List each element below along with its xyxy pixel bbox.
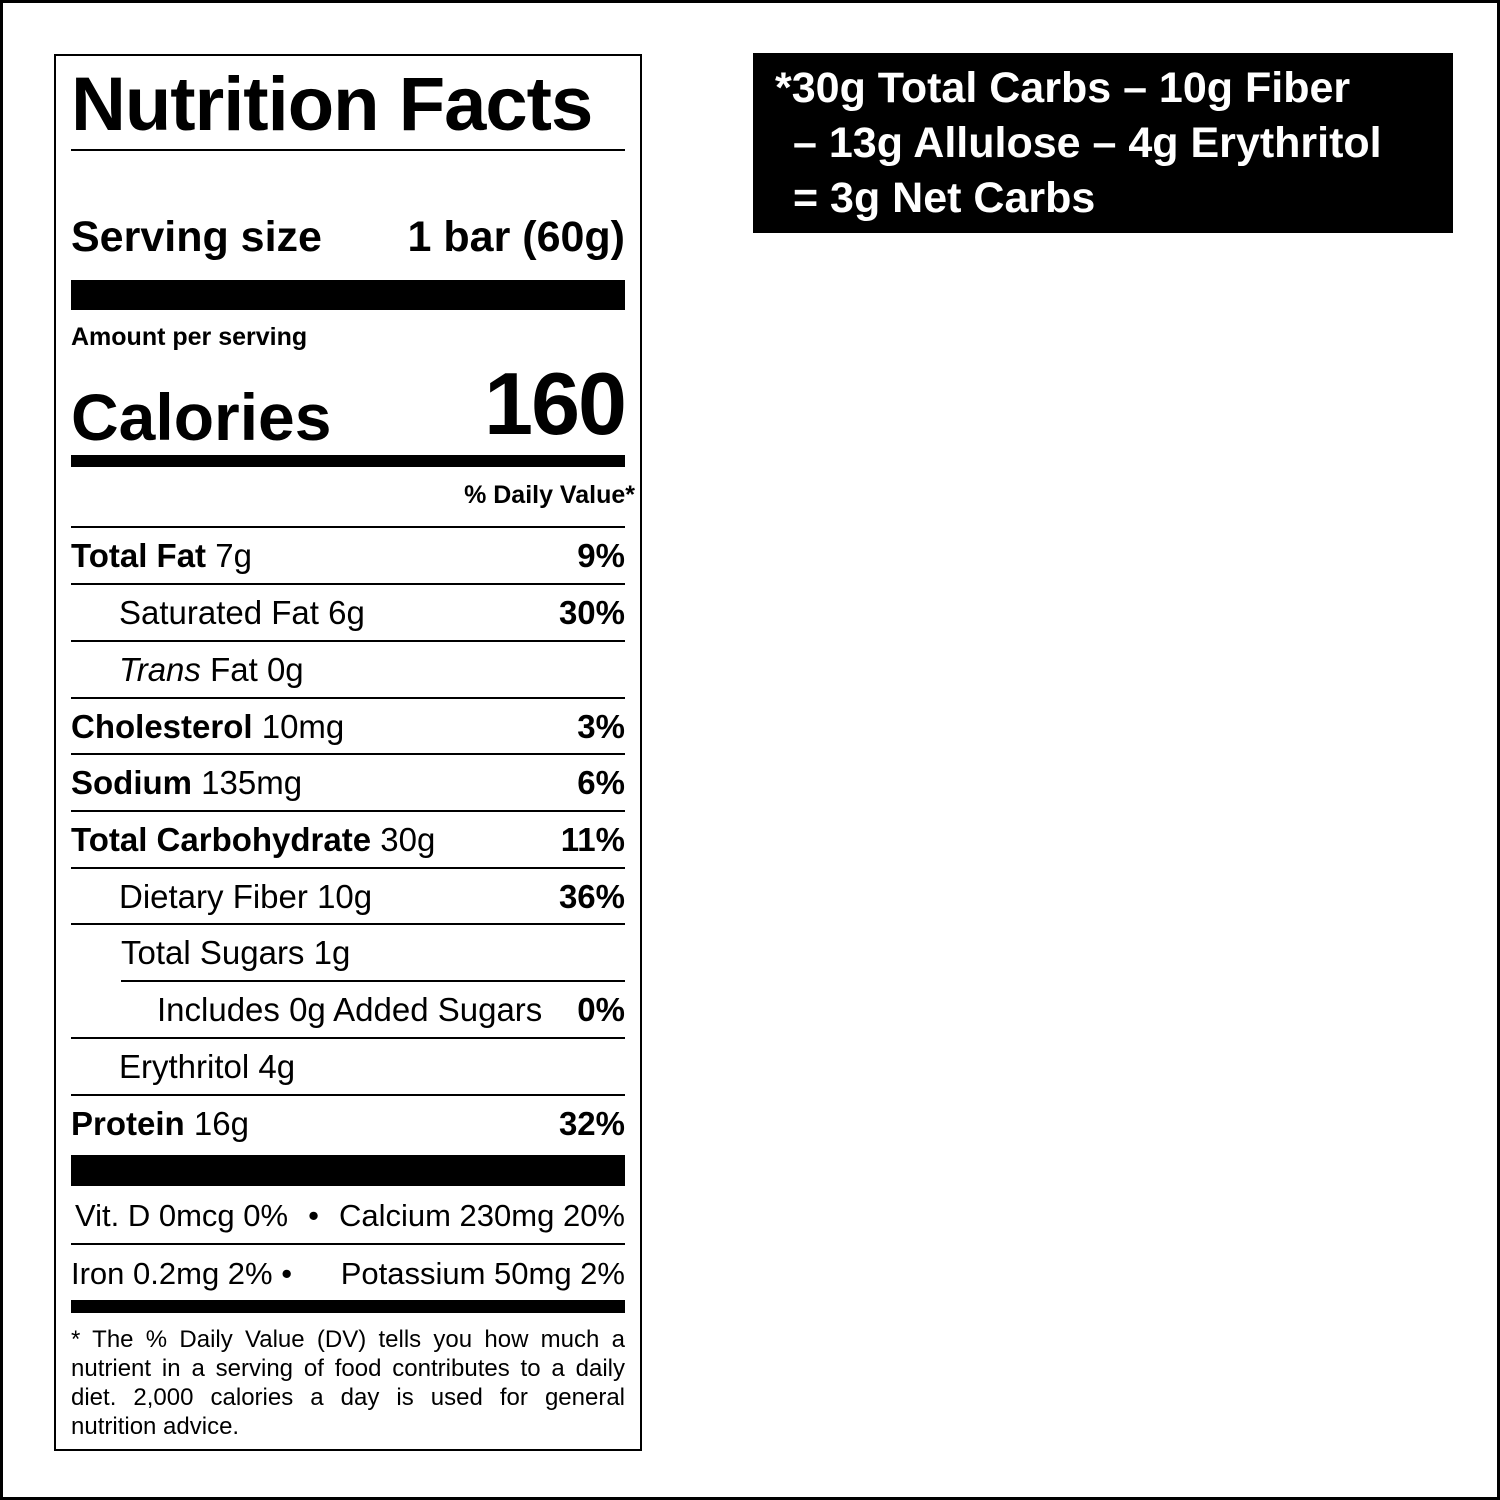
net-carbs-line: *30g Total Carbs – 10g Fiber: [775, 64, 1351, 112]
nutrient-amount: 135mg: [201, 764, 303, 801]
iron: Iron 0.2mg 2%: [71, 1256, 273, 1291]
net-carbs-line: – 13g Allulose – 4g Erythritol: [793, 119, 1382, 167]
divider: [71, 640, 625, 642]
nutrient-dv: 36%: [558, 878, 625, 915]
divider: [71, 923, 625, 925]
nutrient-amount: 4g: [258, 1048, 296, 1085]
amount-per-serving: Amount per serving: [71, 323, 308, 351]
vitamin-row: Iron 0.2mg 2% • Potassium 50mg 2%: [71, 1246, 625, 1302]
nutrition-facts-panel: [54, 54, 642, 1451]
daily-value-header: % Daily Value*: [464, 481, 635, 509]
divider: [71, 149, 625, 151]
thick-bar: [71, 1300, 625, 1313]
nutrient-row-sodium: Sodium 135mg 6%: [71, 755, 625, 811]
nutrient-dv: 9%: [577, 537, 625, 574]
calories-value: 160: [484, 354, 627, 453]
nutrient-dv: 30%: [558, 594, 625, 631]
calories-label: Calories: [71, 380, 332, 454]
nutrient-name: Dietary Fiber: [119, 878, 308, 915]
nutrient-amount: 7g: [215, 537, 252, 574]
nutrient-name: Total Fat: [71, 537, 207, 574]
net-carbs-result: = 3g Net Carbs: [793, 174, 1096, 222]
nutrient-amount: 10g: [317, 878, 373, 915]
divider: [71, 526, 625, 528]
vitamin-row: Vit. D 0mcg 0% • Calcium 230mg 20%: [75, 1188, 625, 1244]
serving-size: Serving size 1 bar (60g): [71, 213, 625, 262]
nutrient-name-suffix: Fat: [210, 651, 258, 688]
nutrient-name: Sodium: [71, 764, 192, 801]
nutrient-row-total-sugars: Total Sugars 1g: [121, 925, 625, 981]
divider: [71, 1094, 625, 1096]
potassium: Potassium 50mg 2%: [340, 1256, 625, 1291]
divider: [71, 583, 625, 585]
nutrient-row-saturated-fat: Saturated Fat 6g 30%: [119, 585, 625, 641]
nutrient-name: Protein: [71, 1105, 185, 1142]
serving-size-label: Serving size: [71, 213, 322, 261]
nutrient-row-total-carbohydrate: Total Carbohydrate 30g 11%: [71, 812, 625, 868]
bullet: •: [281, 1256, 293, 1291]
nutrient-row-erythritol: Erythritol 4g: [119, 1039, 625, 1095]
nutrient-amount: 16g: [193, 1105, 249, 1142]
nutrient-dv: 6%: [577, 764, 625, 801]
nutrient-dv: 32%: [558, 1105, 625, 1142]
nutrient-name: Trans: [119, 651, 201, 688]
net-carbs-box: *30g Total Carbs – 10g Fiber – 13g Allul…: [753, 53, 1453, 233]
nutrient-name: Includes 0g Added Sugars: [157, 991, 543, 1028]
nutrient-name: Erythritol: [119, 1048, 250, 1085]
nutrient-row-total-fat: Total Fat 7g 9%: [71, 528, 625, 584]
divider: [71, 697, 625, 699]
divider: [71, 867, 625, 869]
divider: [71, 810, 625, 812]
nutrient-name: Saturated Fat: [119, 594, 319, 631]
nutrient-row-protein: Protein 16g 32%: [71, 1096, 625, 1152]
thick-bar: [71, 455, 625, 467]
nutrient-row-added-sugars: Includes 0g Added Sugars 0%: [157, 982, 625, 1038]
nutrient-amount: 6g: [328, 594, 365, 631]
thick-bar: [71, 280, 625, 310]
nutrient-amount: 0g: [266, 651, 304, 688]
divider: [71, 1243, 625, 1245]
nutrient-row-dietary-fiber: Dietary Fiber 10g 36%: [119, 869, 625, 925]
divider: [71, 1037, 625, 1039]
nutrient-dv: 0%: [577, 991, 625, 1028]
bullet: •: [308, 1198, 319, 1233]
label-title: Nutrition Facts: [71, 62, 593, 147]
divider: [71, 753, 625, 755]
nutrient-amount: 10mg: [261, 708, 345, 745]
footnote: * The % Daily Value (DV) tells you how m…: [71, 1326, 625, 1440]
nutrient-name: Total Carbohydrate: [71, 821, 372, 858]
nutrient-amount: 1g: [313, 934, 351, 971]
calories: Calories 160: [71, 353, 627, 455]
nutrient-row-cholesterol: Cholesterol 10mg 3%: [71, 699, 625, 755]
serving-size-value: 1 bar (60g): [407, 213, 625, 261]
thick-bar: [71, 1155, 625, 1186]
vitamin-d: Vit. D 0mcg 0%: [75, 1198, 289, 1233]
calcium: Calcium 230mg 20%: [338, 1198, 625, 1233]
nutrient-dv: 11%: [560, 821, 625, 858]
divider: [121, 980, 625, 982]
nutrient-name: Cholesterol: [71, 708, 253, 745]
nutrient-name: Total Sugars: [121, 934, 305, 971]
nutrient-row-trans-fat: Trans Fat 0g: [119, 642, 625, 698]
nutrient-dv: 3%: [577, 708, 625, 745]
nutrient-amount: 30g: [380, 821, 436, 858]
